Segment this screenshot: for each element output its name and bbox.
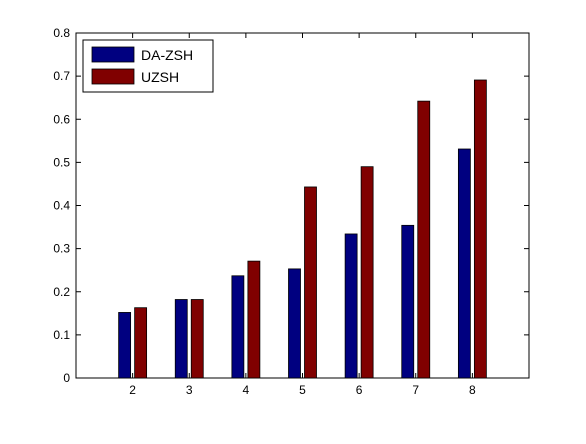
x-axis: 2 3 4 5 6 7 8 [129, 33, 476, 397]
x-tick-label: 8 [469, 383, 476, 397]
legend-label: DA-ZSH [141, 47, 193, 63]
legend-swatch [91, 46, 135, 63]
y-tick-label: 0 [63, 371, 70, 385]
y-tick-label: 0.4 [53, 199, 70, 213]
bar-da-zsh-4 [231, 275, 245, 379]
y-tick-label: 0.8 [53, 26, 70, 40]
x-tick-label: 3 [186, 383, 193, 397]
y-tick-label: 0.3 [53, 242, 70, 256]
x-tick-label: 5 [299, 383, 306, 397]
bar-da-zsh-6 [344, 233, 358, 379]
bar-uzsh-5 [304, 186, 317, 379]
x-tick-label: 2 [129, 383, 136, 397]
legend-swatch [91, 68, 135, 85]
bar-uzsh-3 [190, 299, 204, 379]
y-tick-label: 0.1 [53, 328, 70, 342]
bar-da-zsh-7 [401, 224, 415, 379]
bar-uzsh-4 [247, 260, 261, 379]
bar-uzsh-6 [360, 166, 374, 379]
bar-uzsh-2 [134, 307, 148, 379]
y-axis: 0 0.1 0.2 0.3 0.4 0.5 0.6 0.7 0.8 [53, 26, 529, 385]
bar-da-zsh-2 [118, 312, 132, 379]
y-tick-label: 0.5 [53, 155, 70, 169]
legend-label: UZSH [141, 69, 179, 85]
bar-uzsh-8 [473, 79, 487, 379]
bar-da-zsh-5 [288, 268, 301, 379]
x-tick-label: 6 [356, 383, 363, 397]
bar-da-zsh-3 [174, 299, 188, 379]
bar-uzsh-7 [417, 100, 431, 379]
y-tick-label: 0.2 [53, 285, 70, 299]
bar-da-zsh-8 [457, 148, 471, 379]
bars-group [118, 79, 487, 379]
legend: DA-ZSH UZSH [82, 39, 214, 93]
y-tick-label: 0.6 [53, 112, 70, 126]
y-tick-label: 0.7 [53, 69, 70, 83]
x-tick-label: 4 [243, 383, 250, 397]
x-tick-label: 7 [412, 383, 419, 397]
